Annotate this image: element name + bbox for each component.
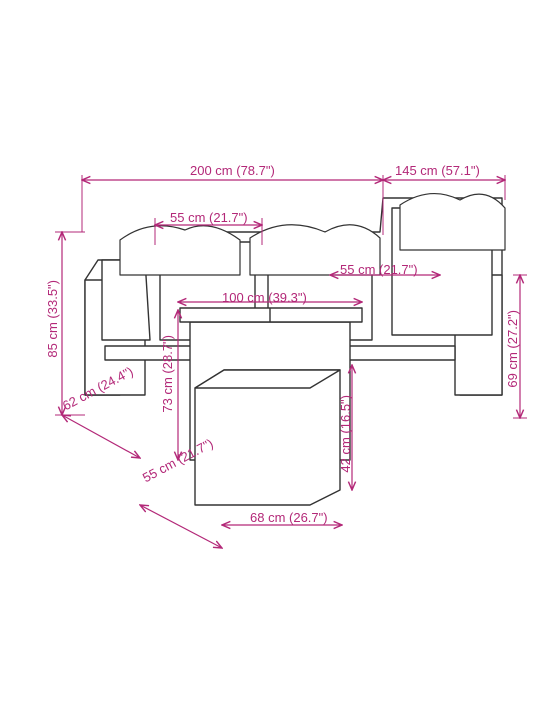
- dim-depth-62: [62, 415, 140, 458]
- label-seat_width_55: 55 cm (21.7"): [170, 210, 248, 225]
- label-stool_depth_68: 68 cm (26.7"): [250, 510, 328, 525]
- diagram-canvas: [0, 0, 540, 720]
- label-table_height_73: 73 cm (28.7"): [160, 335, 175, 413]
- furniture-drawing: [85, 194, 505, 505]
- label-back_width_55: 55 cm (21.7"): [340, 262, 418, 277]
- label-stool_height_42: 42 cm (16.5"): [338, 395, 353, 473]
- label-seat_height_69: 69 cm (27.2"): [505, 310, 520, 388]
- label-top_width_long: 200 cm (78.7"): [190, 163, 275, 178]
- dim-stool-w-55: [140, 505, 222, 548]
- label-height_85: 85 cm (33.5"): [45, 280, 60, 358]
- label-top_width_right: 145 cm (57.1"): [395, 163, 480, 178]
- label-table_width_100: 100 cm (39.3"): [222, 290, 307, 305]
